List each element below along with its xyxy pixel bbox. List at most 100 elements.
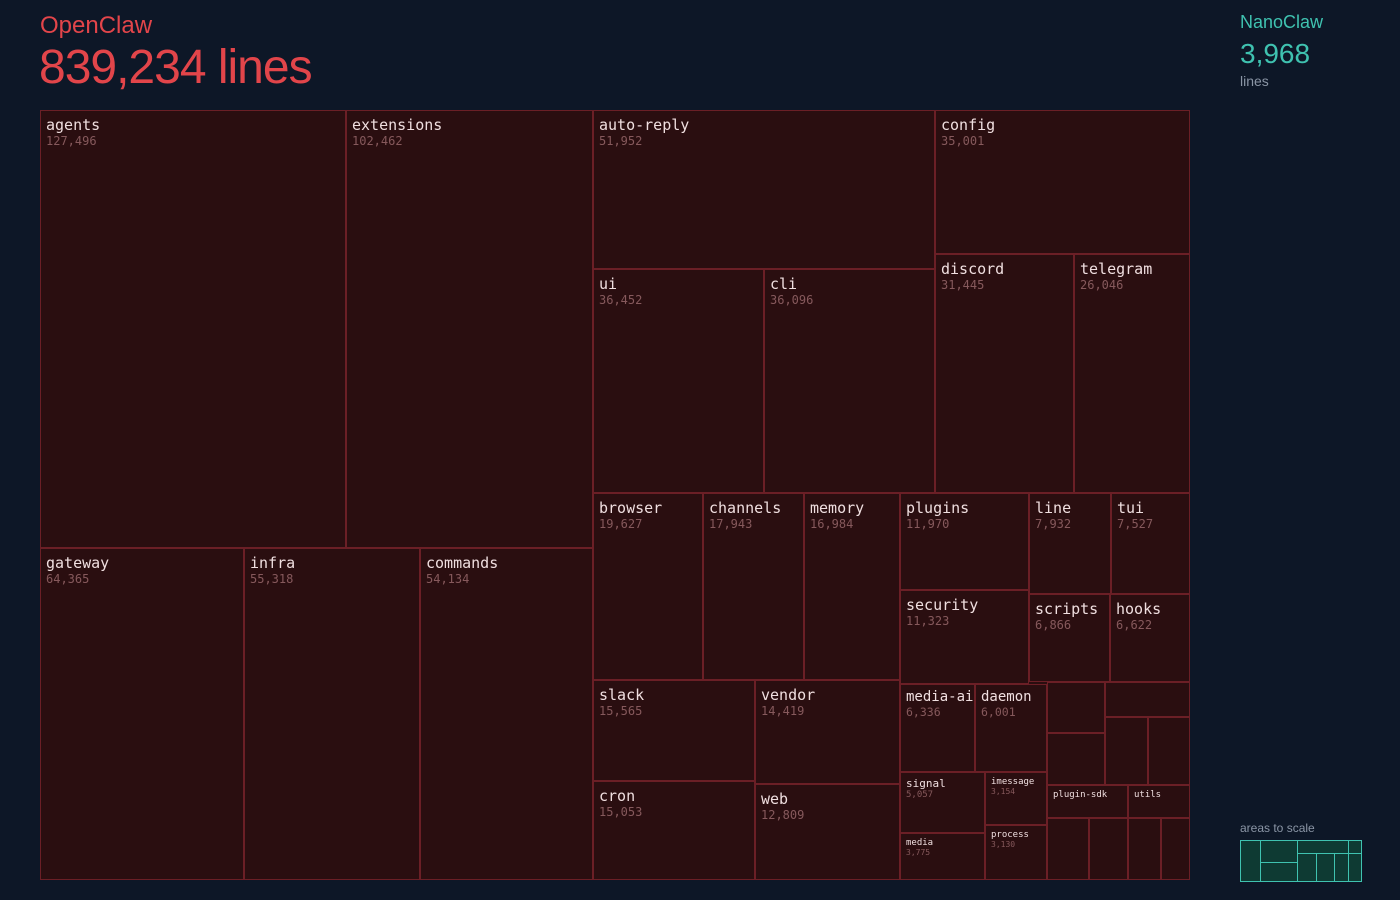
cell-label: gateway — [46, 554, 110, 572]
cell-value: 26,046 — [1080, 278, 1124, 292]
cell-label: signal — [906, 777, 946, 790]
cell-value: 15,053 — [599, 805, 643, 819]
cell-value: 11,970 — [906, 517, 950, 531]
nanoclaw-cell — [1348, 840, 1362, 854]
cell-media-ai: media-ai 6,336 — [900, 684, 975, 772]
cell-plugins: plugins 11,970 — [900, 493, 1029, 590]
cell-value: 16,984 — [810, 517, 854, 531]
cell-label: utils — [1134, 790, 1162, 800]
cell-line: line 7,932 — [1029, 493, 1111, 594]
cell-memory: memory 16,984 — [804, 493, 900, 680]
cell-label: discord — [941, 260, 1005, 278]
cell-label: media — [906, 838, 934, 848]
cell-value: 35,001 — [941, 134, 985, 148]
nanoclaw-total: 3,968 — [1240, 38, 1311, 69]
nanoclaw-cell — [1240, 840, 1362, 882]
cell-daemon: daemon 6,001 — [975, 684, 1047, 772]
cell-label: browser — [599, 499, 663, 517]
cell-value: 15,565 — [599, 704, 643, 718]
cell-telegram: telegram 26,046 — [1074, 254, 1190, 493]
cell-config: config 35,001 — [935, 110, 1190, 254]
cell-security: security 11,323 — [900, 590, 1029, 684]
cell-commands: commands 54,134 — [420, 548, 593, 880]
cell-utils: utils — [1128, 785, 1190, 818]
cell-value: 3,775 — [906, 848, 931, 857]
cell-signal: signal 5,057 — [900, 772, 985, 833]
cell-ui: ui 36,452 — [593, 269, 764, 493]
cell-process: process 3,130 — [985, 825, 1047, 880]
cell-value: 36,096 — [770, 293, 814, 307]
cell-discord: discord 31,445 — [935, 254, 1074, 493]
cell-auto-reply: auto-reply 51,952 — [593, 110, 935, 269]
cell-unlabeled — [1148, 717, 1190, 785]
cell-value: 19,627 — [599, 517, 643, 531]
cell-value: 55,318 — [250, 572, 294, 586]
cell-label: channels — [709, 499, 782, 517]
cell-label: security — [906, 596, 979, 614]
cell-unlabeled — [1047, 682, 1105, 733]
cell-unlabeled — [1047, 733, 1105, 785]
cell-value: 64,365 — [46, 572, 90, 586]
cell-infra: infra 55,318 — [244, 548, 420, 880]
cell-label: tui — [1117, 499, 1145, 517]
openclaw-treemap: agents 127,496 extensions 102,462 auto-reply… — [40, 110, 1190, 880]
cell-label: cli — [770, 275, 798, 293]
cell-unlabeled — [1161, 818, 1190, 880]
cell-unlabeled — [1089, 818, 1128, 880]
cell-value: 6,622 — [1116, 618, 1153, 632]
cell-value: 102,462 — [352, 134, 403, 148]
cell-label: web — [761, 790, 789, 808]
cell-unlabeled — [1128, 818, 1161, 880]
cell-value: 127,496 — [46, 134, 97, 148]
cell-label: plugin-sdk — [1053, 790, 1108, 800]
cell-cron: cron 15,053 — [593, 781, 755, 880]
cell-label: imessage — [991, 777, 1035, 787]
cell-label: agents — [46, 116, 101, 134]
cell-label: hooks — [1116, 600, 1162, 618]
cell-value: 31,445 — [941, 278, 985, 292]
openclaw-title: OpenClaw — [40, 12, 153, 39]
cell-label: memory — [810, 499, 865, 517]
cell-label: commands — [426, 554, 499, 572]
cell-channels: channels 17,943 — [703, 493, 804, 680]
cell-unlabeled — [1047, 818, 1089, 880]
cell-plugin-sdk: plugin-sdk — [1047, 785, 1128, 818]
cell-label: plugins — [906, 499, 970, 517]
cell-value: 5,057 — [906, 790, 934, 800]
cell-vendor: vendor 14,419 — [755, 680, 900, 784]
cell-value: 51,952 — [599, 134, 643, 148]
cell-value: 3,154 — [991, 787, 1016, 796]
cell-label: infra — [250, 554, 296, 572]
cell-value: 6,001 — [981, 705, 1016, 719]
cell-label: ui — [599, 275, 618, 293]
openclaw-total: 839,234 lines — [39, 41, 313, 94]
cell-scripts: scripts 6,866 — [1029, 594, 1110, 682]
cell-value: 6,866 — [1035, 618, 1072, 632]
cell-value: 6,336 — [906, 705, 941, 719]
cell-value: 17,943 — [709, 517, 753, 531]
cell-unlabeled — [1105, 682, 1190, 717]
cell-label: extensions — [352, 116, 443, 134]
cell-gateway: gateway 64,365 — [40, 548, 244, 880]
cell-tui: tui 7,527 — [1111, 493, 1190, 594]
cell-label: process — [991, 830, 1029, 840]
cell-unlabeled — [1105, 717, 1148, 785]
cell-imessage: imessage 3,154 — [985, 772, 1047, 825]
cell-value: 12,809 — [761, 808, 805, 822]
scale-note: areas to scale — [1240, 821, 1315, 835]
cell-media: media 3,775 — [900, 833, 985, 880]
cell-agents: agents 127,496 — [40, 110, 346, 548]
cell-value: 3,130 — [991, 840, 1016, 849]
cell-label: vendor — [761, 686, 816, 704]
cell-value: 11,323 — [906, 614, 950, 628]
cell-label: telegram — [1080, 260, 1153, 278]
cell-cli: cli 36,096 — [764, 269, 935, 493]
cell-label: daemon — [981, 689, 1032, 705]
cell-hooks: hooks 6,622 — [1110, 594, 1190, 682]
cell-label: line — [1035, 499, 1072, 517]
cell-value: 7,932 — [1035, 517, 1072, 531]
cell-browser: browser 19,627 — [593, 493, 703, 680]
cell-label: config — [941, 116, 996, 134]
nanoclaw-unit: lines — [1240, 73, 1269, 89]
cell-label: cron — [599, 787, 636, 805]
